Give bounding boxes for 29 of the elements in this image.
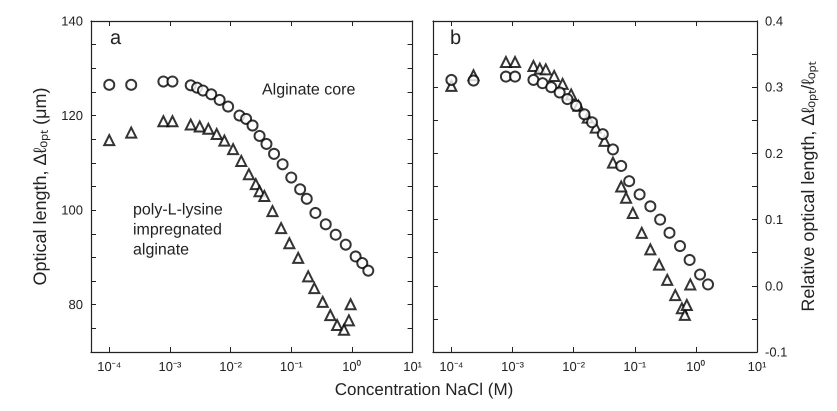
x-tick-label: 10⁻³ — [158, 359, 182, 374]
x-axis-title: Concentration NaCl (M) — [334, 380, 514, 400]
x-tick-label: 10⁻¹ — [280, 359, 304, 374]
y-tick-label: 0.3 — [765, 80, 784, 95]
x-tick-label: 10¹ — [748, 359, 768, 374]
x-tick-label: 10⁻² — [219, 359, 243, 374]
y-axis-title: Optical length, Δℓₒₚₜ (μm) — [30, 87, 51, 286]
x-tick-label: 10⁰ — [342, 359, 362, 374]
y-tick-label: 0.1 — [765, 212, 784, 228]
y-tick-label: 80 — [68, 297, 83, 312]
y-tick-label: 100 — [61, 202, 83, 218]
x-tick-label: 10⁻⁴ — [97, 359, 122, 374]
y-axis-title: Relative optical length, Δℓₒₚₜ/ℓₒₚₜ — [798, 61, 819, 312]
chart-title: a — [110, 27, 122, 49]
x-tick-label: 10⁻¹ — [623, 359, 647, 374]
y-tick-label: 0.2 — [765, 146, 784, 161]
x-tick-label: 10⁻² — [562, 359, 586, 374]
y-tick-label: 120 — [61, 108, 83, 124]
x-tick-label: 10¹ — [403, 359, 423, 374]
x-tick-label: 10⁻³ — [501, 359, 525, 374]
x-tick-label: 10⁰ — [686, 359, 706, 374]
series-label: Alginate core — [262, 82, 356, 98]
y-tick-label: -0.1 — [765, 344, 788, 360]
y-tick-label: 140 — [61, 14, 83, 28]
chart-title: b — [450, 27, 462, 49]
y-tick-label: 0.4 — [765, 14, 784, 28]
y-tick-label: 0.0 — [765, 278, 784, 294]
x-tick-label: 10⁻⁴ — [439, 359, 464, 374]
series-label: poly-L-lysine impregnated alginate — [133, 202, 228, 258]
